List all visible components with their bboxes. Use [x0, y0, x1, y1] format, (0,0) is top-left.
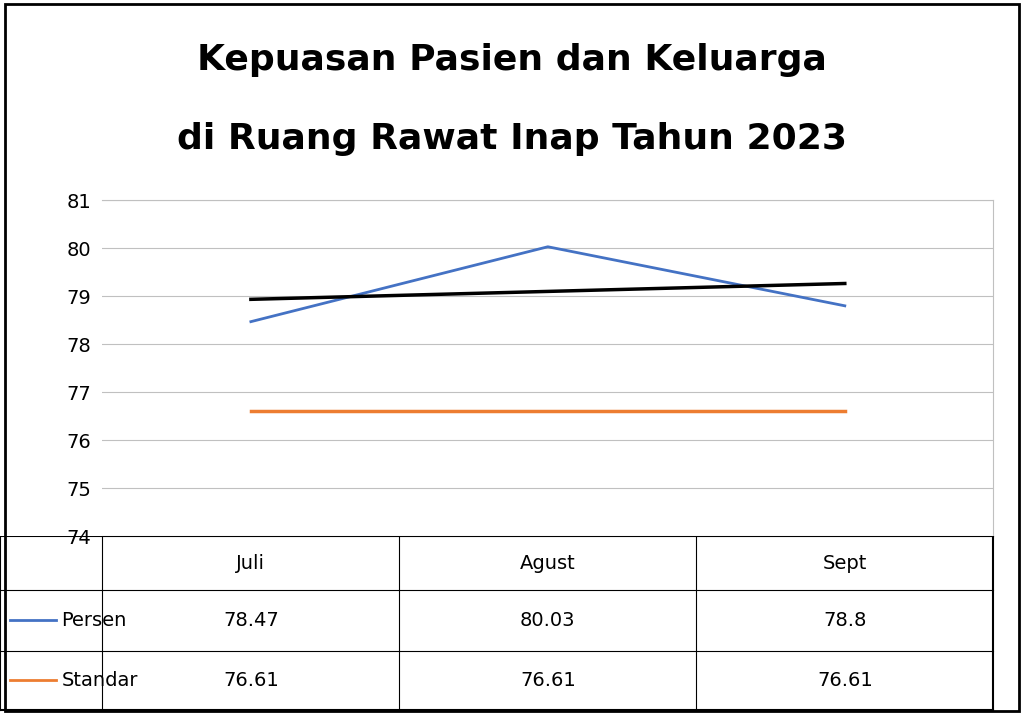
Text: Standar: Standar [61, 671, 138, 690]
Text: Juli: Juli [237, 553, 265, 573]
Text: Sept: Sept [822, 553, 867, 573]
Text: 76.61: 76.61 [520, 671, 575, 690]
Text: 76.61: 76.61 [223, 671, 279, 690]
Text: 80.03: 80.03 [520, 611, 575, 630]
Text: 78.47: 78.47 [223, 611, 279, 630]
Text: 78.8: 78.8 [823, 611, 866, 630]
Text: di Ruang Rawat Inap Tahun 2023: di Ruang Rawat Inap Tahun 2023 [177, 122, 847, 156]
Text: Kepuasan Pasien dan Keluarga: Kepuasan Pasien dan Keluarga [197, 43, 827, 77]
Text: Persen: Persen [61, 611, 127, 630]
Text: Agust: Agust [520, 553, 575, 573]
Text: 76.61: 76.61 [817, 671, 872, 690]
